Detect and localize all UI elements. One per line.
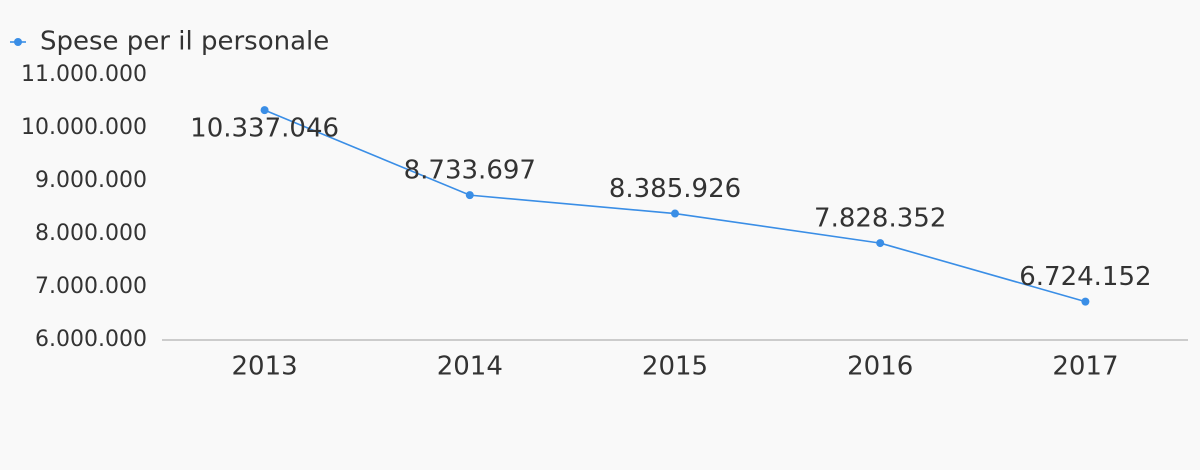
- legend-label: Spese per il personale: [40, 27, 329, 57]
- x-tick-label: 2017: [1052, 352, 1118, 382]
- data-label: 10.337.046: [190, 114, 339, 144]
- y-tick-label: 7.000.000: [35, 274, 147, 299]
- y-tick-label: 8.000.000: [35, 221, 147, 246]
- x-tick-label: 2014: [437, 352, 503, 382]
- y-tick-label: 9.000.000: [35, 168, 147, 193]
- data-label: 6.724.152: [1019, 262, 1151, 292]
- x-tick-label: 2016: [847, 352, 913, 382]
- data-label: 7.828.352: [814, 204, 946, 234]
- point: [465, 191, 474, 200]
- data-label: 8.385.926: [609, 174, 741, 204]
- point: [876, 239, 885, 248]
- point: [260, 106, 269, 115]
- y-tick-label: 10.000.000: [21, 115, 147, 140]
- data-label: 8.733.697: [404, 156, 536, 186]
- point: [1081, 297, 1090, 306]
- legend-marker: [14, 38, 22, 46]
- y-tick-label: 6.000.000: [35, 327, 147, 352]
- x-tick-label: 2013: [232, 352, 298, 382]
- x-tick-label: 2015: [642, 352, 708, 382]
- series-line: [264, 109, 1086, 303]
- y-tick-label: 11.000.000: [21, 62, 147, 87]
- point: [671, 209, 679, 218]
